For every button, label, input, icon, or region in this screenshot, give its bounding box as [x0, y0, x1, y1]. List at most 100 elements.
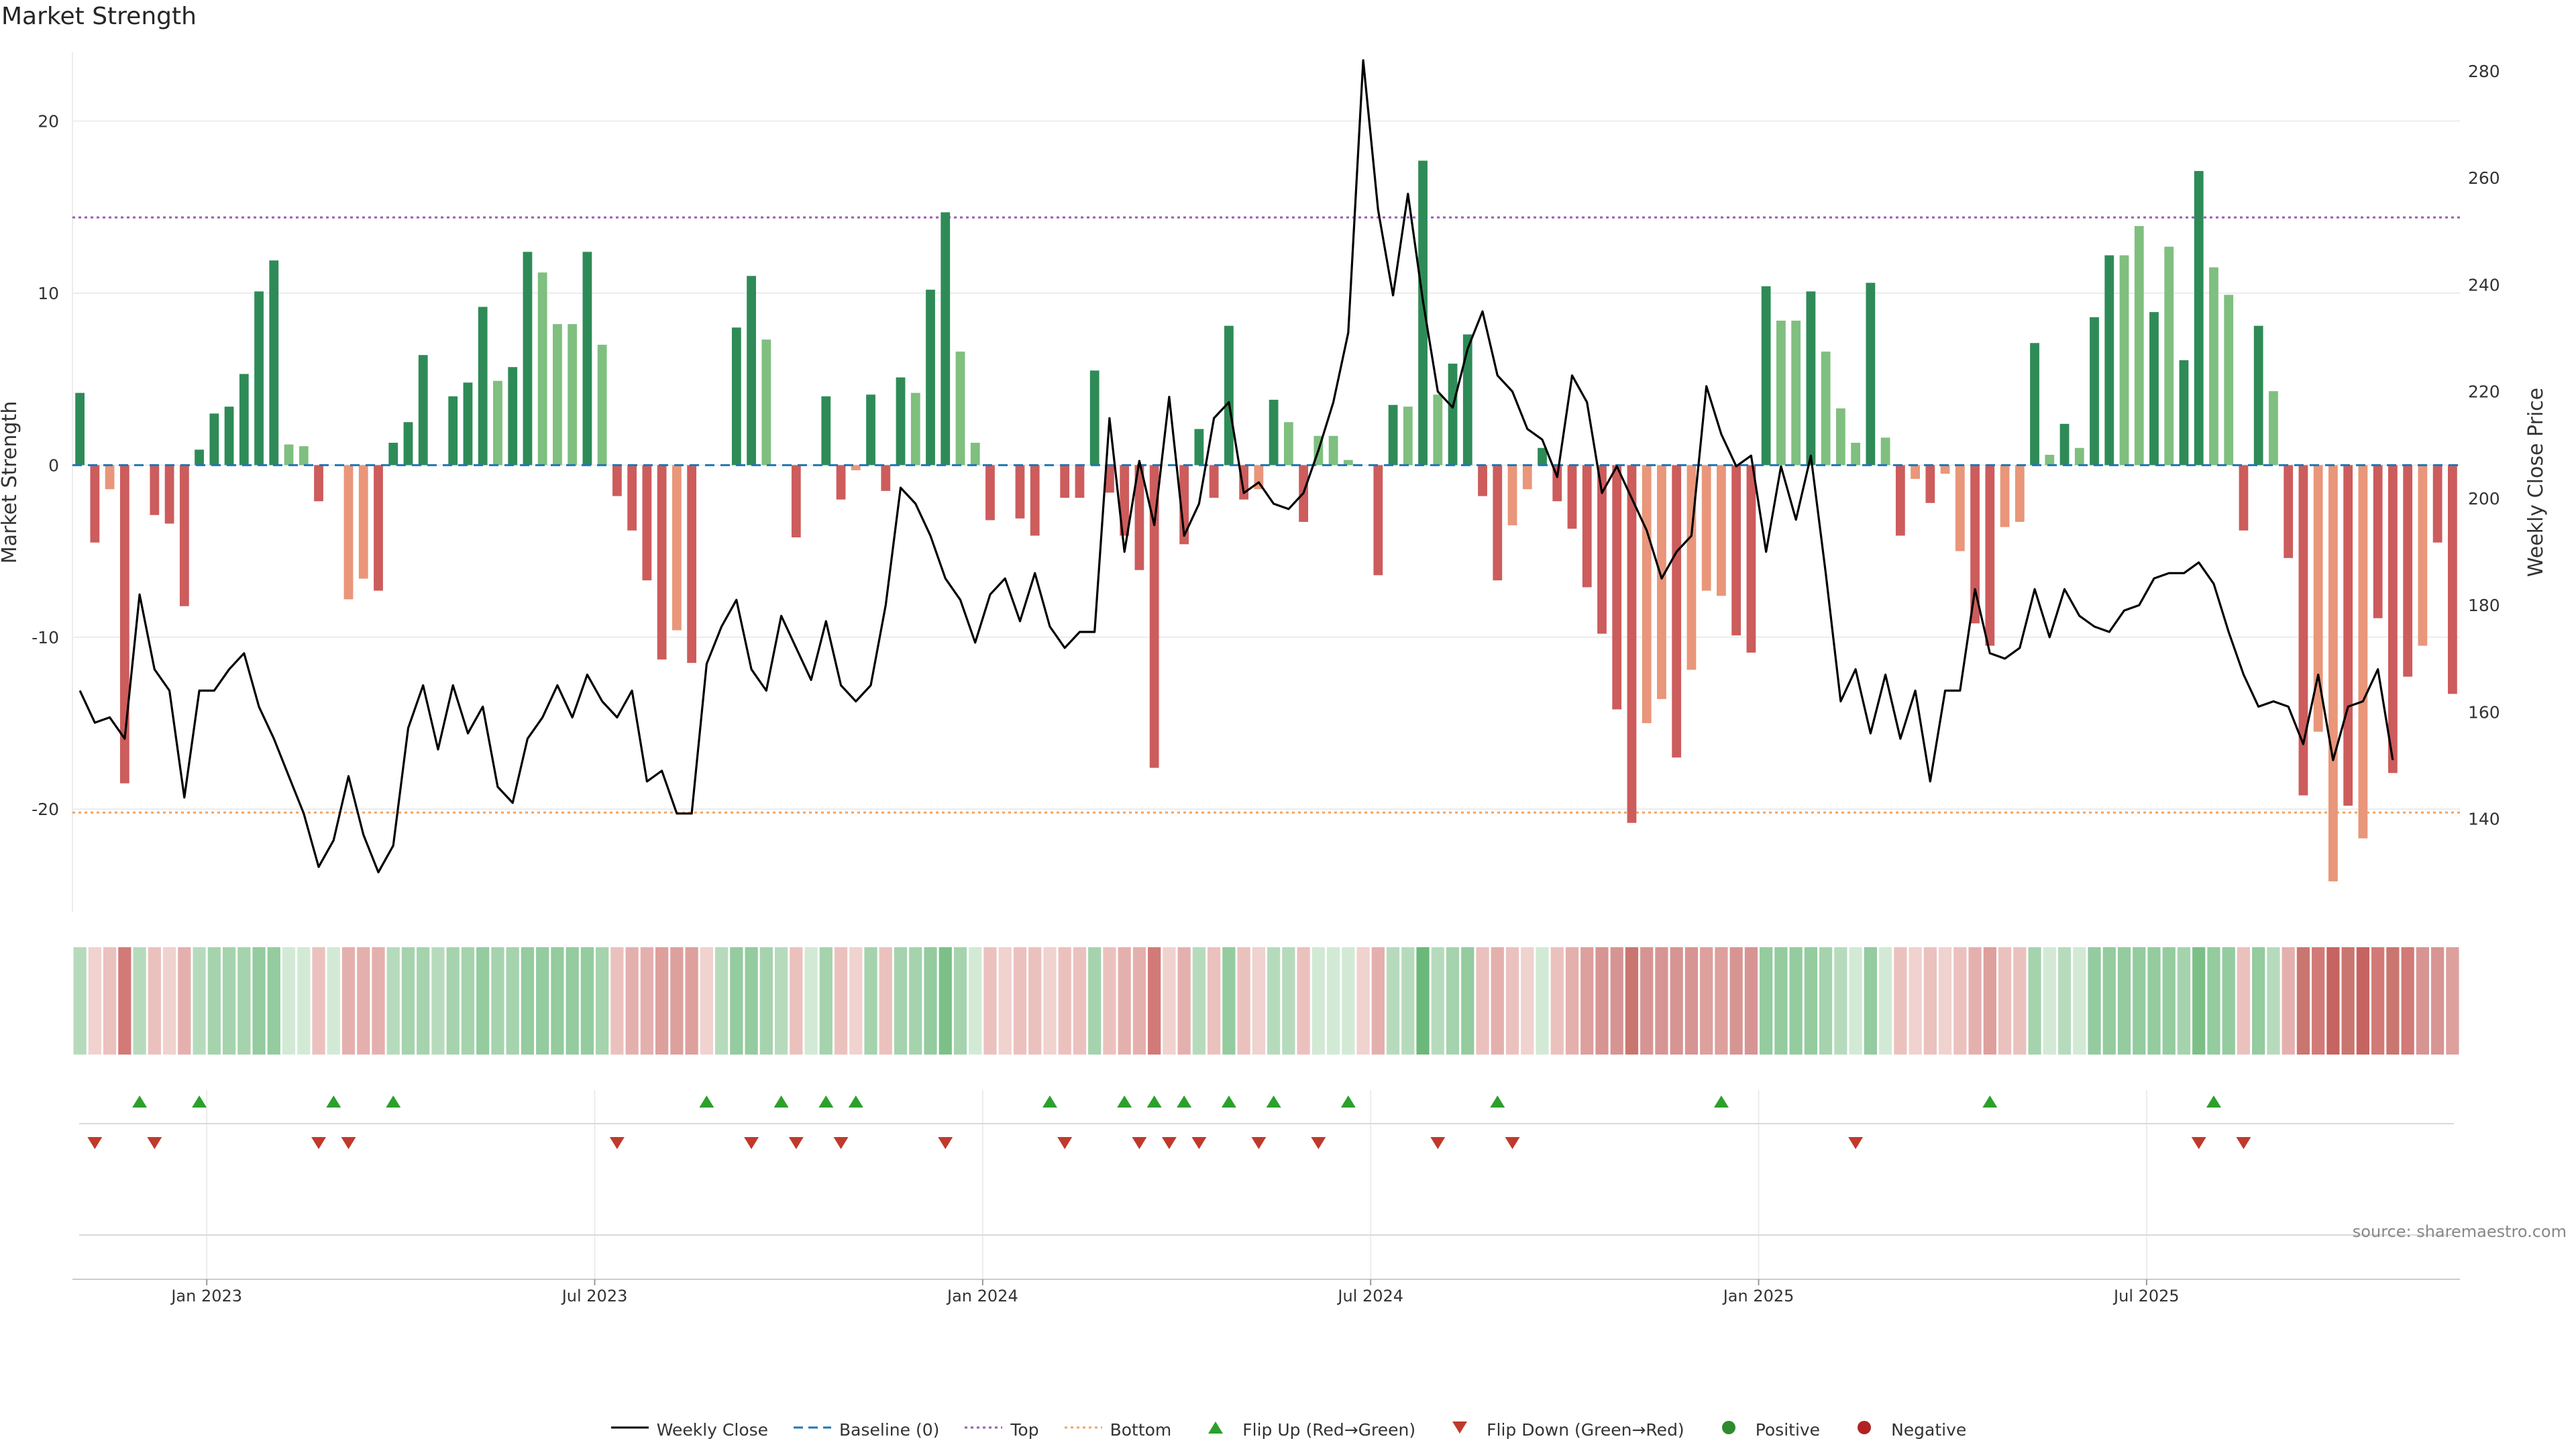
- strength-strip-cell: [819, 947, 833, 1055]
- strength-strip-cell: [1580, 947, 1594, 1055]
- x-tick-label: Jan 2023: [170, 1287, 242, 1305]
- strength-strip-cell: [1744, 947, 1758, 1055]
- bar-negative: [1985, 465, 1995, 646]
- strength-strip-cell: [1834, 947, 1847, 1055]
- strength-strip-cell: [1819, 947, 1833, 1055]
- y2-tick-label: 160: [2468, 702, 2500, 722]
- strength-strip-cell: [685, 947, 698, 1055]
- legend-circle-icon: [1709, 1419, 1749, 1440]
- legend-label: Flip Down (Green→Red): [1487, 1419, 1684, 1440]
- bar-negative: [1731, 465, 1741, 636]
- bar-positive: [478, 307, 488, 466]
- strength-strip-cell: [1700, 947, 1713, 1055]
- flip-up-marker: [1266, 1095, 1281, 1108]
- flip-down-marker: [2191, 1137, 2206, 1149]
- bar-positive: [2179, 360, 2189, 466]
- legend-dotted-line-icon: [1063, 1419, 1104, 1440]
- strength-strip-cell: [506, 947, 519, 1055]
- legend-circle-icon: [1844, 1419, 1884, 1440]
- flip-up-marker: [1490, 1095, 1505, 1108]
- flip-up-marker: [192, 1095, 207, 1108]
- flip-up-marker: [1146, 1095, 1162, 1108]
- bar-negative: [2432, 465, 2443, 543]
- strength-strip-cell: [1536, 947, 1549, 1055]
- legend-solid-line-icon: [610, 1419, 650, 1440]
- bar-negative: [2403, 465, 2413, 677]
- strength-strip-cell: [357, 947, 370, 1055]
- strength-strip-cell: [207, 947, 221, 1055]
- strength-strip-cell: [491, 947, 504, 1055]
- y2-tick-label: 140: [2468, 810, 2500, 829]
- strength-strip-cell: [1610, 947, 1623, 1055]
- flip-down-marker: [1430, 1137, 1446, 1149]
- bar-positive: [2059, 423, 2070, 466]
- bar-positive: [1388, 405, 1398, 466]
- strength-strip-cell: [73, 947, 87, 1055]
- bar-positive: [2074, 447, 2084, 466]
- strength-strip-cell: [1684, 947, 1699, 1055]
- bar-positive: [1089, 370, 1099, 466]
- y2-tick-label: 240: [2468, 275, 2500, 294]
- bar-positive: [1835, 408, 1845, 466]
- legend-item: Bottom: [1063, 1419, 1172, 1440]
- legend-item: Weekly Close: [610, 1419, 768, 1440]
- strength-strip-cell: [1073, 947, 1087, 1055]
- bar-negative: [881, 465, 891, 491]
- legend-label: Positive: [1755, 1419, 1821, 1440]
- strength-strip-cell: [1058, 947, 1071, 1055]
- bar-negative: [1134, 465, 1144, 570]
- strength-strip-cell: [1013, 947, 1027, 1055]
- bar-negative: [90, 465, 100, 543]
- bar-negative: [836, 465, 846, 500]
- strength-strip-cell: [1923, 947, 1937, 1055]
- bar-positive: [508, 367, 518, 466]
- strength-strip-cell: [1132, 947, 1146, 1055]
- strength-strip-cell: [909, 947, 922, 1055]
- bar-negative: [1209, 465, 1219, 498]
- bar-positive: [1866, 282, 1876, 466]
- strength-strip-cell: [1088, 947, 1102, 1055]
- flip-up-marker: [699, 1095, 714, 1108]
- strength-strip-cell: [1774, 947, 1788, 1055]
- strength-strip-cell: [1252, 947, 1265, 1055]
- flip-down-marker: [744, 1137, 759, 1149]
- legend-item: Negative: [1844, 1419, 1966, 1440]
- strength-strip-cell: [551, 947, 564, 1055]
- strength-strip-cell: [1715, 947, 1728, 1055]
- bar-negative: [1925, 465, 1935, 503]
- bar-negative: [1105, 465, 1114, 493]
- strength-strip-cell: [431, 947, 445, 1055]
- legend-label: Bottom: [1110, 1419, 1172, 1440]
- bar-positive: [1462, 334, 1472, 466]
- strength-strip-cell: [2237, 947, 2251, 1055]
- strength-strip-cell: [924, 947, 937, 1055]
- flip-down-marker: [609, 1137, 625, 1149]
- flip-up-marker: [1221, 1095, 1236, 1108]
- y-tick-label: 0: [48, 455, 59, 475]
- strength-strip-cell: [1878, 947, 1892, 1055]
- bar-positive: [493, 380, 502, 466]
- flip-up-marker: [1177, 1095, 1192, 1108]
- x-tick-label: Jul 2023: [561, 1287, 628, 1305]
- bar-positive: [1433, 394, 1443, 466]
- bar-positive: [1194, 429, 1204, 466]
- bar-negative: [1567, 465, 1577, 529]
- legend-item: Positive: [1709, 1419, 1820, 1440]
- strength-strip-cell: [2192, 947, 2206, 1055]
- strength-strip-cell: [2371, 947, 2385, 1055]
- bar-positive: [75, 392, 85, 466]
- strength-strip-cell: [1670, 947, 1683, 1055]
- bar-positive: [2253, 325, 2263, 466]
- legend-item: Flip Down (Green→Red): [1440, 1419, 1684, 1440]
- strength-strip-cell: [1342, 947, 1355, 1055]
- strength-strip-cell: [566, 947, 579, 1055]
- legend: Weekly Close Baseline (0) Top Bottom Flip Up…: [0, 1419, 2576, 1440]
- bar-positive: [2164, 246, 2174, 466]
- strength-strip-cell: [1267, 947, 1281, 1055]
- bar-positive: [896, 377, 906, 466]
- strength-strip-cell: [88, 947, 101, 1055]
- strength-strip-cell: [1282, 947, 1295, 1055]
- bar-positive: [284, 444, 294, 466]
- bar-negative: [1746, 465, 1756, 653]
- strength-strip-cell: [2133, 947, 2146, 1055]
